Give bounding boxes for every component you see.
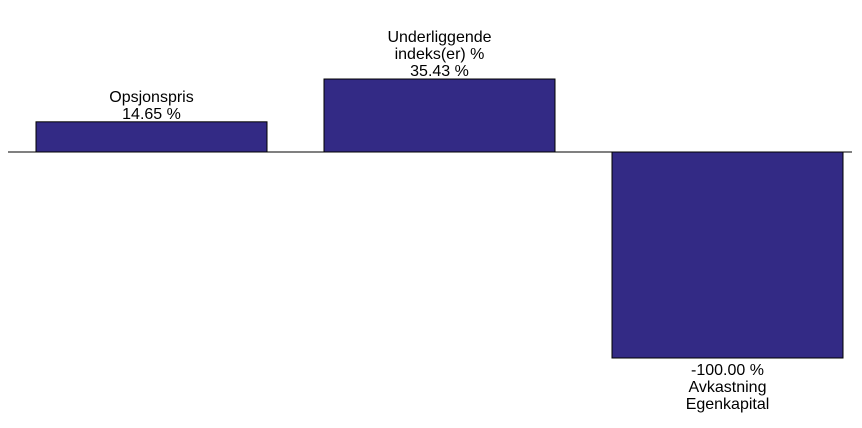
category-label-3-line-2: Egenkapital xyxy=(686,396,770,413)
category-label-2-line-1: Underliggende xyxy=(387,29,491,46)
bar-2 xyxy=(323,78,556,153)
category-label-1-line-1: Opsjonspris xyxy=(109,89,193,106)
category-label-2-line-2: indeks(er) % xyxy=(395,46,485,63)
category-label-3-line-1: Avkastning xyxy=(689,379,767,396)
bar-3 xyxy=(611,151,844,359)
value-label-3: -100.00 % xyxy=(691,362,764,379)
value-label-2: 35.43 % xyxy=(410,63,469,80)
value-label-1: 14.65 % xyxy=(122,106,181,123)
bar-1 xyxy=(35,121,268,153)
